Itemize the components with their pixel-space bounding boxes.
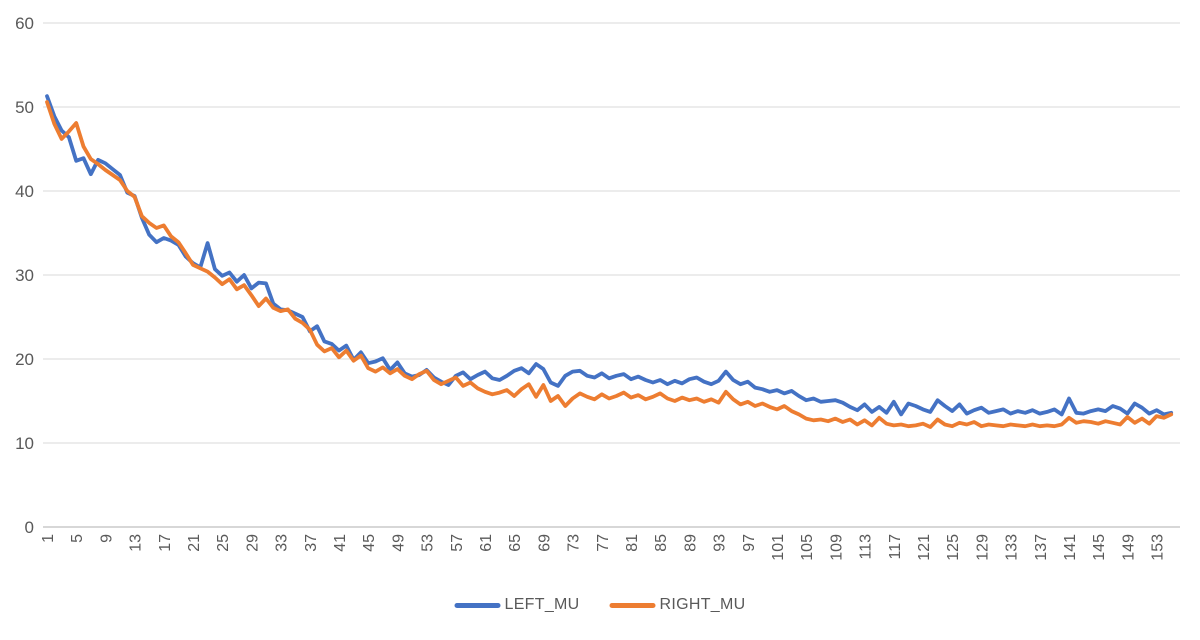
x-axis-label: 121: [916, 534, 933, 561]
x-axis-label: 33: [274, 534, 291, 552]
y-axis-label: 20: [15, 350, 34, 369]
x-axis-label: 53: [420, 534, 437, 552]
x-axis-label: 109: [828, 534, 845, 561]
x-axis-label: 73: [566, 534, 583, 552]
x-axis-label: 117: [887, 534, 904, 560]
y-axis-label: 10: [15, 434, 34, 453]
x-axis-label: 93: [712, 534, 729, 552]
x-axis-label: 45: [361, 534, 378, 552]
legend-item-right-mu: RIGHT_MU: [609, 596, 746, 614]
right-mu-line-swatch-icon: [609, 602, 656, 608]
x-axis-label: 5: [69, 534, 86, 543]
x-axis-label: 69: [536, 534, 553, 552]
x-axis-label: 61: [478, 534, 495, 552]
x-axis-label: 125: [945, 534, 962, 561]
x-axis-label: 9: [98, 534, 115, 543]
x-axis-label: 129: [974, 534, 991, 561]
x-axis-label: 65: [507, 534, 524, 552]
x-axis-label: 89: [682, 534, 699, 552]
y-axis-label: 0: [25, 518, 34, 537]
y-axis-label: 50: [15, 98, 34, 117]
x-axis-label: 25: [215, 534, 232, 552]
x-axis-label: 113: [858, 534, 875, 560]
x-axis-label: 85: [653, 534, 670, 552]
x-axis-label: 17: [157, 534, 174, 552]
y-axis-label: 60: [15, 14, 34, 33]
x-axis-label: 77: [595, 534, 612, 552]
x-axis-label: 141: [1062, 534, 1079, 561]
y-axis-label: 30: [15, 266, 34, 285]
x-axis-label: 21: [186, 534, 203, 552]
chart-legend: LEFT_MU RIGHT_MU: [454, 596, 746, 614]
x-axis-label: 153: [1150, 534, 1167, 561]
x-axis-label: 1: [40, 534, 57, 543]
x-axis-label: 101: [770, 534, 787, 561]
x-axis-label: 145: [1091, 534, 1108, 561]
x-axis-label: 57: [449, 534, 466, 552]
x-axis-label: 105: [799, 534, 816, 561]
series-line-left_mu: [45, 94, 1174, 417]
legend-label-left-mu: LEFT_MU: [504, 596, 580, 613]
legend-item-left-mu: LEFT_MU: [454, 596, 580, 614]
x-axis-label: 137: [1033, 534, 1050, 561]
x-axis-label: 133: [1004, 534, 1021, 561]
legend-label-right-mu: RIGHT_MU: [659, 596, 746, 613]
x-axis-label: 81: [624, 534, 641, 552]
x-axis-label: 41: [332, 534, 349, 552]
series-line-right_mu: [45, 100, 1174, 429]
x-axis-label: 97: [741, 534, 758, 552]
left-mu-line-swatch-icon: [454, 602, 501, 608]
x-axis-label: 49: [390, 534, 407, 552]
y-axis-label: 40: [15, 182, 34, 201]
x-axis-label: 13: [128, 534, 145, 552]
x-axis-label: 29: [244, 534, 261, 552]
x-axis-label: 149: [1120, 534, 1137, 561]
x-axis-label: 37: [303, 534, 320, 552]
